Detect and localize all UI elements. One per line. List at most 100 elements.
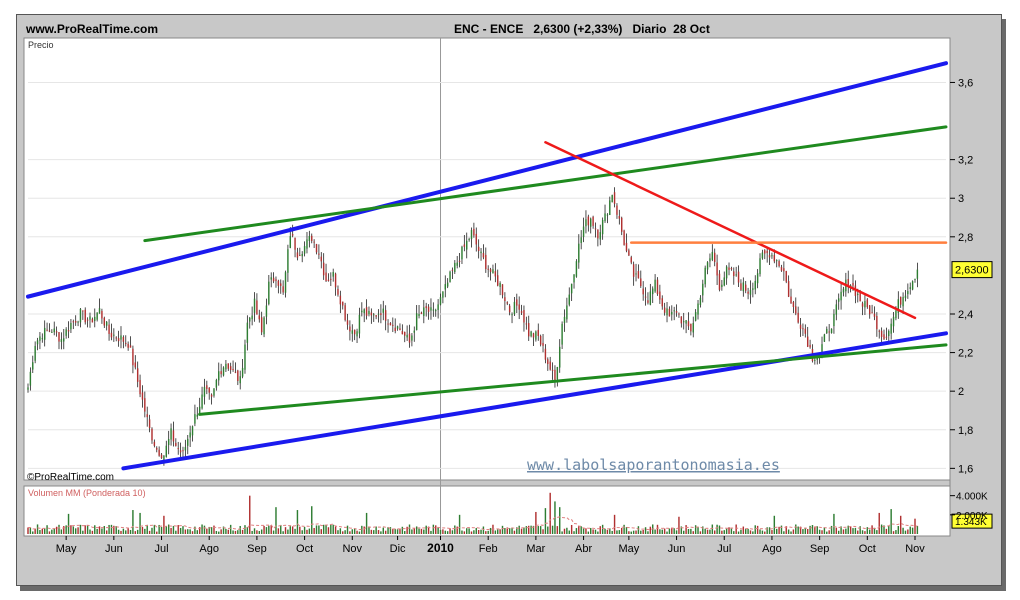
candle-body xyxy=(573,274,575,283)
candle-body xyxy=(747,291,749,294)
candle-body xyxy=(797,312,799,323)
candle-body xyxy=(418,314,420,316)
candle-body xyxy=(399,328,401,331)
candle-body xyxy=(868,305,871,315)
volume-bar xyxy=(222,526,225,534)
y-tick-label: 3,2 xyxy=(958,155,973,167)
candle-body xyxy=(711,251,714,260)
volume-bar xyxy=(549,492,551,534)
volume-bar xyxy=(485,531,487,534)
volume-bar xyxy=(880,524,883,534)
x-tick-label: Ago xyxy=(762,543,782,555)
volume-bar xyxy=(215,531,218,534)
volume-panel-label: Volumen MM (Ponderada 10) xyxy=(28,488,146,498)
volume-bar xyxy=(101,528,103,534)
candle-body xyxy=(65,329,67,336)
candle-body xyxy=(392,324,394,326)
candle-body xyxy=(384,310,387,321)
candle-body xyxy=(282,286,284,293)
candle-body xyxy=(213,388,215,396)
volume-bar xyxy=(611,530,613,534)
candle-body xyxy=(256,300,258,315)
volume-bar xyxy=(437,527,439,534)
candle-body xyxy=(866,299,869,308)
candle-body xyxy=(423,307,425,316)
volume-bar xyxy=(864,531,866,534)
y-tick-label: 1,6 xyxy=(958,463,973,475)
volume-bar xyxy=(377,530,380,534)
volume-bar xyxy=(897,526,900,534)
candle-body xyxy=(532,333,535,338)
candle-body xyxy=(272,277,275,282)
volume-bar xyxy=(313,527,315,534)
volume-bar xyxy=(454,525,456,534)
candle-body xyxy=(299,254,301,256)
candle-body xyxy=(401,331,404,335)
candle-body xyxy=(506,302,508,304)
volume-bar xyxy=(43,528,46,534)
volume-bar xyxy=(482,526,485,534)
volume-bar xyxy=(573,531,575,534)
volume-bar xyxy=(251,530,253,534)
volume-bar xyxy=(597,531,599,534)
candle-body xyxy=(544,348,547,360)
volume-bar xyxy=(270,525,272,534)
volume-bar xyxy=(494,530,497,534)
candle-body xyxy=(742,282,745,292)
volume-bar xyxy=(785,526,787,534)
candle-body xyxy=(654,279,656,292)
volume-bar xyxy=(458,514,461,534)
candle-body xyxy=(258,315,261,320)
volume-bar xyxy=(837,530,840,534)
volume-bar xyxy=(198,527,201,534)
volume-bar xyxy=(375,526,377,534)
candle-body xyxy=(787,281,790,297)
volume-bar xyxy=(303,526,306,534)
volume-bar xyxy=(499,529,501,534)
candle-body xyxy=(623,230,625,246)
candle-body xyxy=(895,310,897,319)
volume-bar xyxy=(191,531,194,534)
candle-body xyxy=(251,315,253,320)
volume-bar xyxy=(294,528,296,534)
volume-bar xyxy=(773,515,776,534)
volume-bar xyxy=(725,528,728,534)
candle-body xyxy=(575,261,578,277)
candle-body xyxy=(415,313,418,331)
volume-bar xyxy=(609,528,611,534)
volume-bar xyxy=(480,529,482,534)
volume-bar xyxy=(764,531,766,534)
volume-bar xyxy=(530,525,532,534)
volume-bar xyxy=(432,524,435,534)
x-tick-label: Jun xyxy=(105,543,123,555)
candle-body xyxy=(449,271,451,283)
volume-bar xyxy=(632,530,635,534)
y-tick-label: 3,6 xyxy=(958,77,973,89)
candle-body xyxy=(497,275,499,286)
x-tick-label: Oct xyxy=(859,543,876,555)
volume-bar xyxy=(799,526,802,534)
x-tick-label: Jun xyxy=(668,543,686,555)
candle-body xyxy=(756,273,759,284)
candle-body xyxy=(718,273,721,290)
volume-bar xyxy=(36,524,39,534)
candle-body xyxy=(458,260,461,262)
candle-body xyxy=(840,291,842,301)
volume-tick-label: 4.000K xyxy=(956,492,988,503)
candle-body xyxy=(477,246,480,251)
candle-body xyxy=(847,279,849,285)
volume-bar xyxy=(780,525,783,534)
candle-body xyxy=(630,257,632,263)
candle-body xyxy=(697,303,699,315)
candle-body xyxy=(566,305,568,320)
volume-bar xyxy=(559,507,561,534)
red-trend-line xyxy=(544,141,917,320)
candle-body xyxy=(661,298,663,307)
candle-body xyxy=(883,334,885,340)
volume-bar xyxy=(306,529,308,534)
candle-body xyxy=(723,277,725,286)
candle-body xyxy=(167,438,170,446)
volume-bar xyxy=(582,528,585,534)
volume-bar xyxy=(132,510,134,534)
